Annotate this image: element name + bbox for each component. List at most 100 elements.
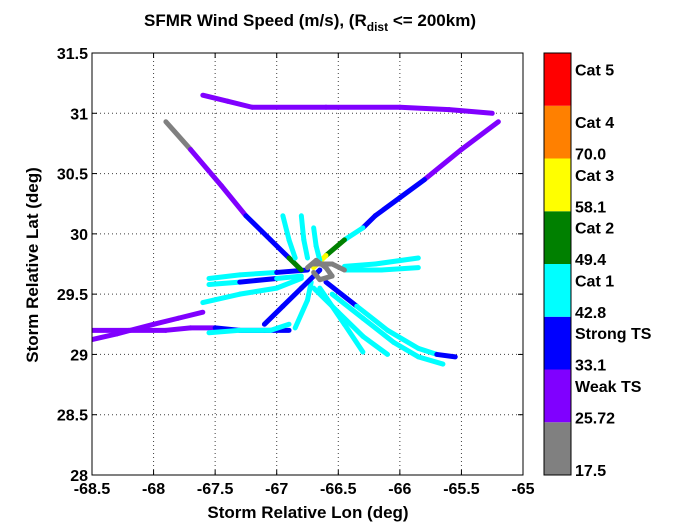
colorbar-frame bbox=[543, 52, 572, 476]
track-segment bbox=[341, 225, 366, 243]
track-segment bbox=[286, 237, 298, 261]
track-segment bbox=[280, 285, 304, 309]
track-segment bbox=[360, 213, 378, 231]
colorbar-value-label: 49.4 bbox=[575, 252, 606, 269]
flight-track bbox=[292, 279, 314, 331]
y-tick-label: 31 bbox=[70, 106, 88, 123]
colorbar-value-label: 70.0 bbox=[575, 147, 606, 164]
colorbar-value-label: 17.5 bbox=[575, 463, 606, 480]
track-segment bbox=[397, 177, 427, 201]
track-segment bbox=[274, 273, 304, 281]
track-segment bbox=[434, 351, 458, 360]
chart-title-subscript: dist bbox=[367, 20, 388, 34]
flight-track bbox=[311, 119, 501, 271]
colorbar-value-label: 58.1 bbox=[575, 199, 606, 216]
track-segment bbox=[421, 146, 464, 183]
track-segment bbox=[415, 354, 446, 367]
track-segment bbox=[237, 275, 280, 285]
track-segment bbox=[391, 339, 421, 360]
colorbar-category-label: Cat 4 bbox=[575, 115, 614, 132]
colorbar-band bbox=[544, 316, 571, 370]
x-tick-label: -67 bbox=[265, 481, 288, 498]
plot-area-frame bbox=[91, 52, 524, 476]
y-axis: 28 28.5 29 29.5 30 30.5 31 31.5 bbox=[57, 46, 523, 485]
track-segment bbox=[458, 119, 501, 152]
colorbar-band bbox=[544, 53, 571, 106]
track-segment bbox=[305, 279, 314, 303]
track-segment bbox=[385, 327, 421, 351]
track-segment bbox=[329, 291, 366, 321]
flight-track bbox=[298, 213, 310, 261]
track-segment bbox=[298, 213, 307, 243]
colorbar-category-label: Cat 5 bbox=[575, 62, 614, 79]
x-tick-label: -67.5 bbox=[197, 481, 234, 498]
colorbar-category-label: Cat 3 bbox=[575, 168, 614, 185]
track-segment bbox=[341, 261, 378, 269]
flight-track bbox=[323, 279, 458, 360]
track-segment bbox=[323, 237, 347, 259]
colorbar-band bbox=[544, 211, 571, 264]
track-segment bbox=[274, 275, 304, 291]
track-segment bbox=[188, 146, 224, 189]
track-segment bbox=[163, 119, 194, 152]
track-segment bbox=[313, 243, 323, 263]
track-segment bbox=[268, 321, 292, 333]
track-segment bbox=[268, 237, 292, 261]
track-segment bbox=[92, 331, 120, 343]
track-segment bbox=[292, 297, 310, 331]
colorbar-value-label: 33.1 bbox=[575, 358, 606, 375]
x-tick-label: -68.5 bbox=[74, 481, 111, 498]
colorbar-value-label: 25.72 bbox=[575, 410, 615, 427]
colorbar-category-label: Cat 1 bbox=[575, 273, 614, 290]
flight-track bbox=[311, 225, 323, 263]
flight-track bbox=[341, 255, 421, 269]
track-segment bbox=[237, 269, 280, 278]
track-segment bbox=[218, 183, 249, 219]
track-segment bbox=[354, 303, 391, 333]
x-axis-label: Storm Relative Lon (deg) bbox=[207, 503, 408, 522]
track-segment bbox=[301, 237, 310, 261]
x-tick-label: -66.5 bbox=[320, 481, 357, 498]
flight-track bbox=[200, 275, 304, 306]
y-tick-label: 29 bbox=[70, 347, 88, 364]
plot-data bbox=[92, 92, 501, 367]
flight-track bbox=[200, 92, 495, 116]
track-segment bbox=[280, 213, 292, 243]
track-segment bbox=[446, 107, 495, 116]
track-segment bbox=[372, 255, 421, 267]
y-tick-label: 31.5 bbox=[57, 46, 88, 63]
track-segment bbox=[200, 291, 243, 306]
track-segment bbox=[243, 213, 274, 243]
y-tick-label: 29.5 bbox=[57, 287, 88, 304]
colorbar-category-label: Weak TS bbox=[575, 379, 642, 396]
colorbar-band bbox=[544, 422, 571, 475]
track-segment bbox=[341, 321, 366, 355]
track-segment bbox=[200, 92, 230, 104]
track-segment bbox=[261, 303, 286, 327]
colorbar-band bbox=[544, 105, 571, 159]
track-segment bbox=[323, 279, 360, 309]
chart-title: SFMR Wind Speed (m/s), (Rdist <= 200km) bbox=[144, 11, 476, 34]
colorbar-band bbox=[544, 264, 571, 317]
chart-title-suffix: <= 200km) bbox=[388, 11, 476, 30]
track-segment bbox=[360, 333, 391, 357]
x-tick-label: -65.5 bbox=[443, 481, 480, 498]
grid bbox=[92, 53, 523, 475]
track-segment bbox=[335, 309, 366, 339]
track-segment bbox=[397, 104, 452, 113]
track-segment bbox=[237, 285, 280, 297]
track-segment bbox=[311, 225, 319, 249]
track-segment bbox=[378, 265, 421, 273]
x-tick-label: -66 bbox=[388, 481, 411, 498]
flight-track bbox=[206, 321, 292, 336]
colorbar-category-label: Cat 2 bbox=[575, 221, 614, 238]
track-segment bbox=[415, 345, 440, 357]
flight-track bbox=[163, 119, 304, 273]
y-axis-label: Storm Relative Lat (deg) bbox=[23, 167, 42, 363]
y-tick-label: 28 bbox=[70, 468, 88, 485]
flight-track bbox=[206, 273, 304, 287]
flight-track bbox=[311, 261, 347, 273]
flight-track bbox=[329, 291, 446, 367]
flight-track bbox=[317, 285, 366, 355]
